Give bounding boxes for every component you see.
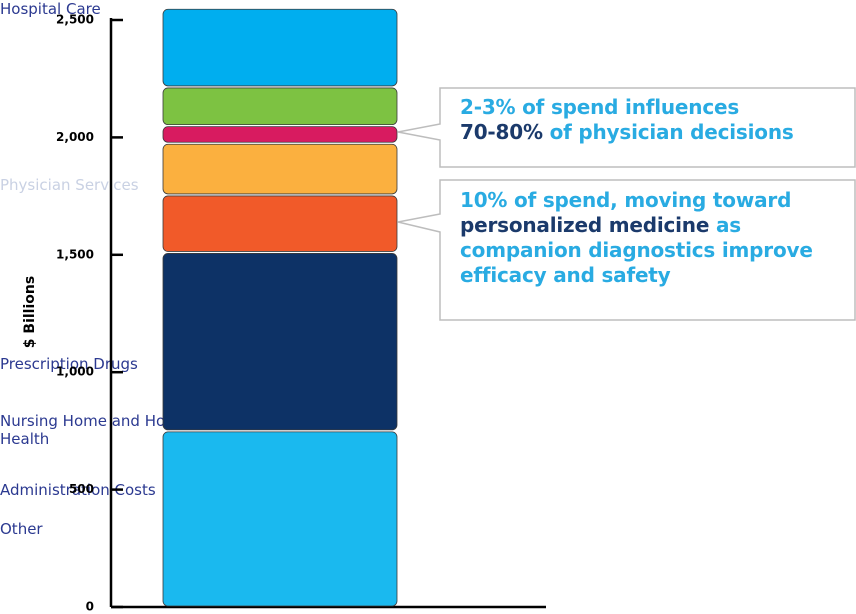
segment-label: Hospital Care (0, 0, 101, 18)
bar-segment (162, 8, 398, 87)
callout-part: efficacy and safety (460, 263, 671, 287)
y-tick-label: 500 (69, 482, 94, 496)
segment-label: LAB TESTING (0, 463, 86, 479)
segment-label: Nursing Home and Home Health (0, 412, 190, 449)
bar-segment (162, 195, 398, 252)
callout-part: 2-3% of spend influences (460, 95, 740, 119)
y-tick-label: 2,000 (56, 130, 94, 144)
bar-segment (162, 143, 398, 195)
callout-line: 10% of spend, moving toward (460, 188, 813, 213)
segment-label: Other (0, 520, 43, 539)
callout-box (397, 179, 856, 321)
callout-line: companion diagnostics improve (460, 238, 813, 263)
bar-segment (162, 126, 398, 143)
bar-segment (162, 431, 398, 607)
segment-label: Prescription Drugs (0, 354, 138, 373)
callout-part: personalized medicine (460, 213, 710, 237)
callout-line: 2-3% of spend influences (460, 95, 794, 120)
callout-part: of physician decisions (549, 120, 794, 144)
callout-line: efficacy and safety (460, 263, 813, 288)
segment-label: Administration Costs (0, 481, 156, 500)
y-tick-label: 1,500 (56, 247, 94, 261)
callout-part: 70-80% (460, 120, 543, 144)
bar-segment (162, 87, 398, 126)
bar-segment (162, 253, 398, 431)
callout-part: as (715, 213, 741, 237)
segment-label: Physician Services (0, 176, 139, 195)
callout-line: personalized medicine as (460, 213, 813, 238)
y-axis-label: $ Billions (22, 276, 38, 348)
callout-text: 2-3% of spend influences 70-80% of physic… (460, 95, 794, 145)
callout-part: companion diagnostics improve (460, 238, 813, 262)
y-tick-label: 1,000 (56, 365, 94, 379)
callout-part: 10% of spend, moving toward (460, 188, 792, 212)
y-tick-label: 0 (86, 600, 94, 614)
callout-box (397, 87, 856, 168)
callout-line: 70-80% of physician decisions (460, 120, 794, 145)
callout-text: 10% of spend, moving toward personalized … (460, 188, 813, 288)
y-tick-label: 2,500 (56, 13, 94, 27)
